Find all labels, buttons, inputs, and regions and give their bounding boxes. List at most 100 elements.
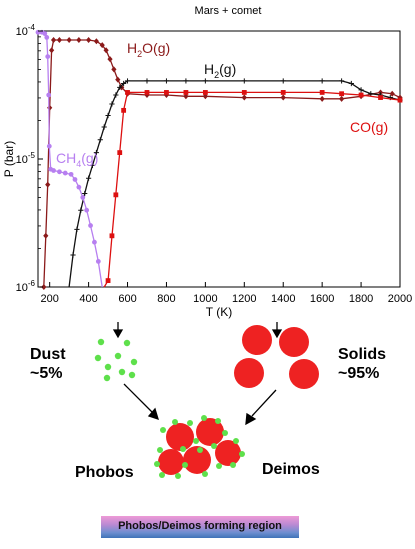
dust-label: Dust ~5%	[30, 346, 66, 382]
data-point	[183, 78, 189, 84]
data-point	[86, 36, 92, 43]
data-point	[109, 101, 115, 107]
data-point	[70, 252, 76, 258]
data-point	[103, 47, 109, 54]
data-point	[163, 78, 170, 84]
series-layer	[35, 29, 403, 290]
data-point	[74, 226, 80, 232]
solids-merge-arrow	[245, 389, 277, 426]
data-point	[76, 36, 82, 43]
data-point	[319, 95, 325, 102]
series-line	[39, 39, 401, 288]
x-tick-label: 800	[157, 293, 175, 305]
data-point	[84, 207, 90, 213]
data-point	[80, 195, 86, 200]
data-point	[86, 175, 92, 181]
data-point	[348, 80, 354, 87]
data-point	[46, 92, 52, 98]
data-point	[241, 90, 247, 95]
series-label: H2O(g)	[127, 40, 170, 59]
data-point	[241, 94, 247, 101]
data-point	[68, 171, 74, 177]
data-point	[43, 232, 49, 239]
data-point	[45, 54, 51, 59]
solids-input-arrow	[271, 322, 283, 339]
data-point	[113, 92, 119, 98]
forming-region-band: Phobos/Deimos forming region	[101, 516, 299, 538]
data-point	[339, 91, 345, 97]
series-line	[68, 80, 401, 288]
data-point	[44, 35, 50, 40]
y-axis-label: P (bar)	[2, 141, 16, 177]
y-tick-label: 10-5	[16, 151, 36, 166]
series-labels: H2O(g) H2(g) CH4(g) CO(g)	[56, 40, 388, 169]
data-point	[113, 192, 119, 198]
data-point	[378, 95, 383, 100]
data-point	[66, 36, 72, 43]
data-point	[164, 90, 169, 95]
data-point	[56, 36, 63, 43]
x-tick-label: 1600	[310, 293, 334, 305]
data-point	[368, 91, 374, 97]
data-point	[117, 150, 123, 155]
data-point	[72, 177, 78, 182]
data-point	[76, 184, 82, 190]
merged-aggregate	[154, 415, 245, 479]
x-tick-label: 1400	[271, 293, 295, 305]
ticks-layer: 200 400 600 800 1000 1200 1400 1600 1800 2000 10-6…	[16, 23, 413, 305]
series-line	[103, 91, 401, 288]
x-tick-label: 600	[118, 293, 136, 305]
y-tick-label: 10-4	[16, 23, 36, 38]
dust-merge-arrow	[123, 383, 159, 421]
forming-region-label: Phobos/Deimos forming region	[118, 520, 282, 532]
data-point	[89, 162, 96, 168]
data-point	[47, 104, 53, 111]
data-point	[50, 36, 57, 43]
data-point	[280, 94, 286, 101]
data-point	[280, 78, 286, 84]
solid-bodies	[234, 325, 319, 389]
data-point	[88, 223, 93, 228]
data-point	[183, 90, 189, 95]
data-point	[117, 84, 123, 90]
data-point	[319, 90, 325, 95]
series-label: CH4(g)	[56, 150, 98, 169]
data-point	[49, 47, 55, 54]
data-point	[45, 181, 51, 188]
data-point	[93, 38, 99, 45]
data-point	[105, 112, 111, 119]
pressure-temperature-chart: Mars + comet 200 400 600 800 1000 1200 1400 160…	[2, 5, 413, 319]
data-point	[144, 78, 150, 84]
data-point	[78, 207, 84, 213]
data-point	[95, 259, 101, 264]
x-tick-label: 2000	[388, 293, 412, 305]
data-point	[62, 170, 68, 176]
data-point	[121, 80, 127, 87]
solids-label: Solids ~95%	[338, 346, 387, 382]
data-point	[46, 143, 52, 149]
series-line	[38, 31, 103, 288]
data-point	[202, 78, 208, 84]
dust-particles	[94, 338, 138, 382]
data-point	[339, 78, 345, 84]
data-point	[99, 42, 105, 49]
chart-title: Mars + comet	[195, 5, 262, 17]
data-point	[41, 284, 47, 290]
y-tick-label: 10-6	[16, 279, 36, 294]
data-point	[339, 95, 345, 102]
data-point	[358, 92, 364, 98]
x-tick-label: 200	[40, 293, 58, 305]
formation-diagram	[94, 322, 319, 479]
data-point	[57, 169, 62, 175]
deimos-label: Deimos	[262, 461, 320, 478]
data-point	[124, 78, 131, 84]
series-cog	[103, 90, 403, 288]
phobos-label: Phobos	[75, 464, 134, 481]
data-point	[202, 90, 208, 95]
data-point	[280, 90, 286, 95]
series-ch4g	[35, 29, 103, 288]
data-point	[358, 87, 364, 93]
data-point	[389, 90, 395, 97]
data-point	[115, 76, 121, 83]
data-point	[125, 90, 130, 95]
